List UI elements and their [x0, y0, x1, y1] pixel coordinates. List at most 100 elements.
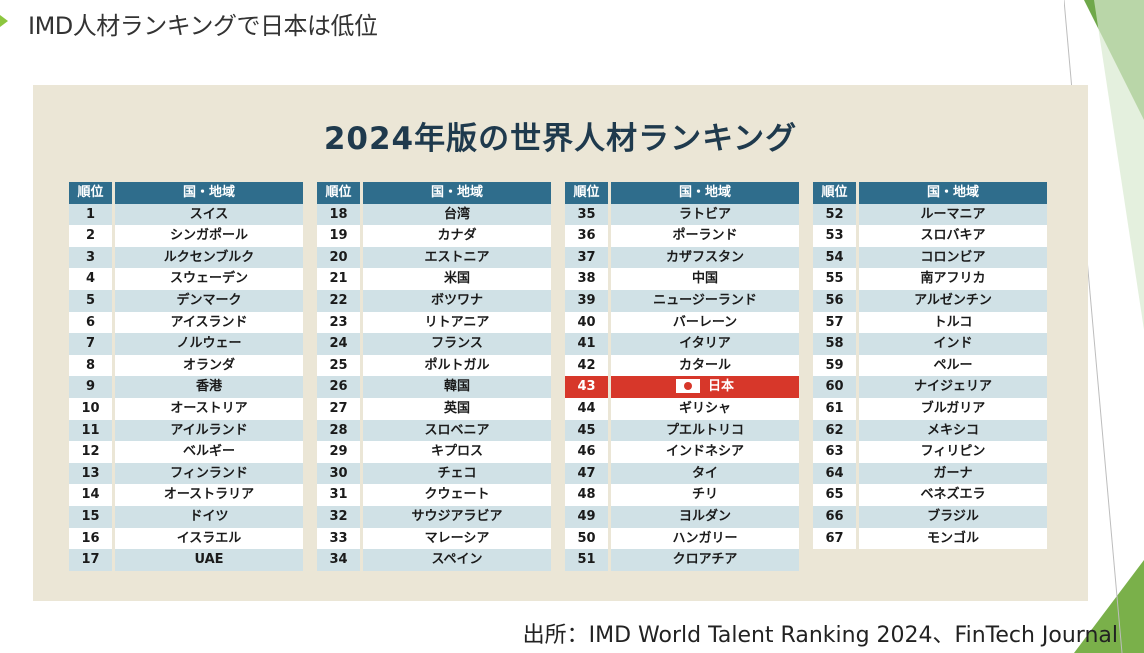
rank-cell: 23 — [317, 311, 363, 334]
table-row: 40 バーレーン — [565, 311, 799, 334]
country-cell: ポーランド — [611, 225, 799, 247]
header-rank: 順位 — [69, 182, 115, 204]
rank-cell: 7 — [69, 333, 115, 355]
table-row: 67 モンゴル — [813, 527, 1047, 550]
country-name: スウェーデン — [169, 271, 248, 287]
rank-cell: 31 — [317, 484, 363, 506]
country-name: 中国 — [691, 271, 718, 287]
country-cell: イスラエル — [115, 528, 303, 550]
country-cell: スウェーデン — [115, 268, 303, 290]
table-row: 56 アルゼンチン — [813, 289, 1047, 312]
country-cell: ラトビア — [611, 204, 799, 226]
rank-cell: 11 — [69, 419, 115, 442]
table-row: 64 ガーナ — [813, 462, 1047, 485]
rank-cell: 64 — [813, 462, 859, 485]
country-cell: ポルトガル — [363, 355, 551, 377]
table-row: 1 スイス — [69, 203, 303, 226]
rank-cell: 33 — [317, 527, 363, 550]
rank-cell: 15 — [69, 505, 115, 528]
rank-cell: 2 — [69, 225, 115, 247]
table-row: 10 オーストリア — [69, 397, 303, 420]
table-row-highlighted: 43 日本 — [565, 376, 799, 398]
rank-cell: 26 — [317, 376, 363, 398]
country-name: フィンランド — [170, 465, 248, 481]
country-cell: ハンガリー — [611, 528, 799, 550]
country-name: サウジアラビア — [411, 508, 503, 524]
rank-cell: 24 — [317, 333, 363, 355]
table-row: 53 スロバキア — [813, 225, 1047, 247]
rank-cell: 47 — [565, 462, 611, 485]
country-name: ブラジル — [927, 508, 979, 524]
rank-cell: 12 — [69, 441, 115, 463]
table-row: 47 タイ — [565, 462, 799, 485]
country-name: 台湾 — [443, 206, 470, 222]
rank-cell: 52 — [813, 203, 859, 226]
country-name: スロベニア — [424, 422, 490, 438]
ranking-column-1: 順位 国・地域 1 スイス 2 シンガポール 3 ルクセンブルク 4 スウェーデン 5 デンマーク 6 ア… — [69, 182, 303, 571]
rank-cell: 4 — [69, 268, 115, 290]
country-cell: インドネシア — [611, 441, 799, 463]
rank-cell: 16 — [69, 527, 115, 550]
japan-flag-icon — [675, 378, 700, 393]
country-name: チェコ — [437, 465, 477, 481]
rank-cell: 66 — [813, 505, 859, 528]
table-row: 5 デンマーク — [69, 289, 303, 312]
table-row: 28 スロベニア — [317, 419, 551, 442]
country-name: アイスランド — [170, 314, 248, 330]
rank-cell: 65 — [813, 484, 859, 506]
country-name: キプロス — [430, 444, 483, 460]
figure-title: 2024年版の世界人材ランキング — [323, 121, 798, 157]
country-name: スイス — [189, 206, 229, 222]
country-name: トルコ — [933, 314, 973, 330]
table-row: 3 ルクセンブルク — [69, 246, 303, 269]
table-row: 4 スウェーデン — [69, 268, 303, 290]
country-name: タイ — [691, 465, 718, 481]
country-name: ヨルダン — [678, 508, 731, 524]
table-row: 34 スペイン — [317, 549, 551, 571]
country-name: カザフスタン — [665, 249, 744, 265]
country-name: ラトビア — [678, 206, 731, 222]
ranking-column-2: 順位 国・地域 18 台湾 19 カナダ 20 エストニア 21 米国 22 ボツワナ 23 リトアニア 2… — [317, 182, 551, 571]
country-cell: オランダ — [115, 355, 303, 377]
country-cell: ルーマニア — [859, 204, 1047, 226]
country-cell: スロバキア — [859, 225, 1047, 247]
header-rank: 順位 — [813, 182, 859, 204]
rank-cell: 45 — [565, 419, 611, 442]
rank-cell: 19 — [317, 225, 363, 247]
country-name: オーストリア — [170, 400, 248, 416]
country-cell: スペイン — [363, 549, 551, 571]
country-name: デンマーク — [176, 292, 242, 308]
rank-cell: 22 — [317, 289, 363, 312]
table-row: 27 英国 — [317, 397, 551, 420]
table-row: 35 ラトビア — [565, 203, 799, 226]
country-cell: ブラジル — [859, 506, 1047, 528]
rank-cell: 21 — [317, 268, 363, 290]
rank-cell: 44 — [565, 397, 611, 420]
table-row: 20 エストニア — [317, 246, 551, 269]
rank-cell: 3 — [69, 246, 115, 269]
table-row: 65 ベネズエラ — [813, 484, 1047, 506]
table-row: 45 プエルトリコ — [565, 419, 799, 442]
country-cell: イタリア — [611, 333, 799, 355]
rank-cell: 46 — [565, 441, 611, 463]
country-cell: アルゼンチン — [859, 290, 1047, 312]
table-row: 15 ドイツ — [69, 505, 303, 528]
country-cell: マレーシア — [363, 528, 551, 550]
country-name: ルクセンブルク — [163, 249, 255, 265]
table-row: 46 インドネシア — [565, 441, 799, 463]
table-row: 22 ボツワナ — [317, 289, 551, 312]
country-name: モンゴル — [926, 530, 979, 546]
country-cell: ブルガリア — [859, 398, 1047, 420]
country-name: ルーマニア — [920, 206, 986, 222]
rank-cell: 14 — [69, 484, 115, 506]
country-cell: タイ — [611, 463, 799, 485]
country-cell: スロベニア — [363, 420, 551, 442]
country-name: シンガポール — [169, 228, 248, 244]
country-name: ナイジェリア — [913, 379, 992, 395]
country-cell: 日本 — [611, 376, 799, 398]
country-name: 韓国 — [443, 379, 470, 395]
table-row: 21 米国 — [317, 268, 551, 290]
country-cell: フィリピン — [859, 441, 1047, 463]
rank-cell: 25 — [317, 354, 363, 377]
rank-cell: 18 — [317, 203, 363, 226]
